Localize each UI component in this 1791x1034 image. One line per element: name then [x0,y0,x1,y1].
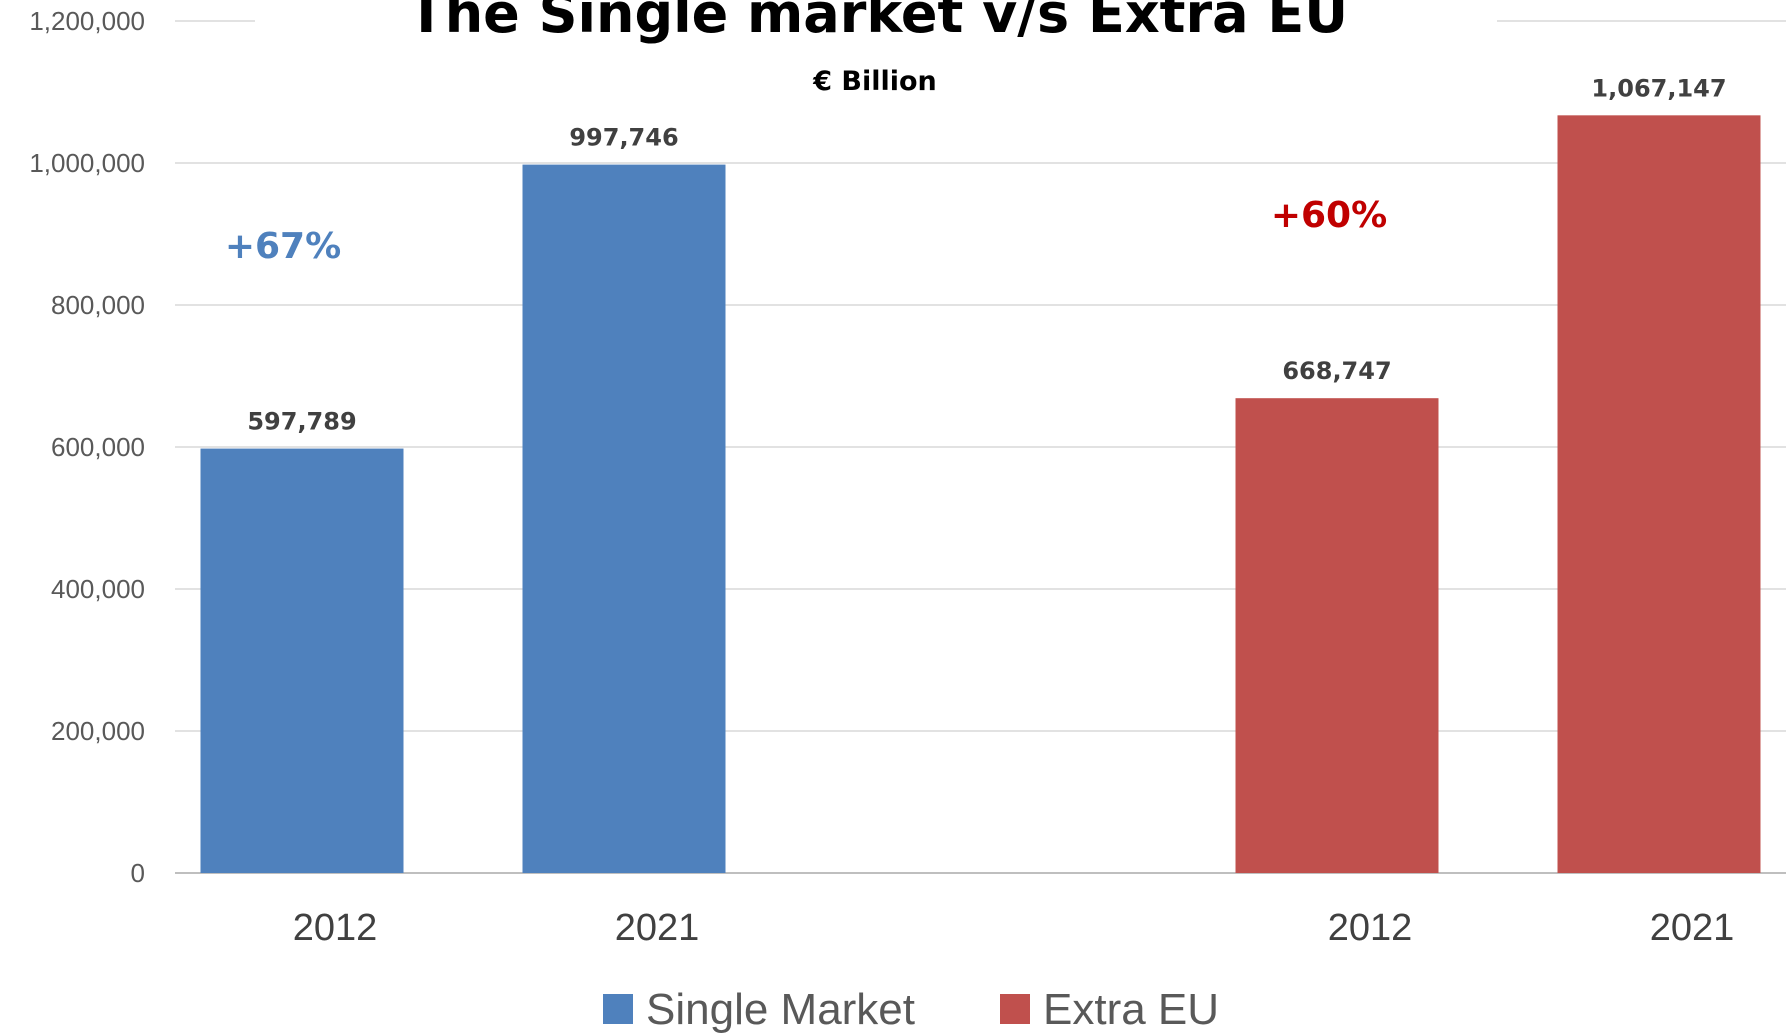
legend-swatch-extra-eu [1000,994,1030,1024]
y-tick-label: 400,000 [51,574,145,604]
data-label: 668,747 [1282,357,1391,385]
bar [1235,398,1439,873]
bar [200,448,404,873]
x-axis-categories: 2012 2021 2012 2021 [293,907,1735,949]
legend-label-extra-eu: Extra EU [1043,985,1219,1034]
y-tick-label: 200,000 [51,716,145,746]
y-tick-label: 1,000,000 [29,148,145,178]
y-axis-ticks: 0 200,000 400,000 600,000 800,000 1,000,000 1,… [29,6,145,888]
data-label: 1,067,147 [1591,74,1726,102]
y-tick-label: 0 [131,858,145,888]
bar [1557,115,1761,874]
x-category-label: 2021 [1650,907,1735,949]
y-tick-label: 1,200,000 [29,6,145,36]
chart-subtitle: € Billion [812,66,937,97]
bars [200,115,1761,874]
y-tick-label: 800,000 [51,290,145,320]
bar [522,164,726,873]
x-category-label: 2012 [1328,907,1413,949]
growth-annotation-single-market: +67% [225,226,341,267]
data-label: 997,746 [569,124,678,152]
y-tick-label: 600,000 [51,432,145,462]
legend-label-single-market: Single Market [646,985,915,1034]
x-category-label: 2012 [293,907,378,949]
legend: Single Market Extra EU [603,985,1219,1034]
legend-swatch-single-market [603,994,633,1024]
data-label: 597,789 [247,408,356,436]
gridlines [175,20,1786,874]
chart-title: The Single market v/s Extra EU [408,0,1348,45]
data-labels: 597,789 997,746 668,747 1,067,147 [247,74,1726,435]
x-category-label: 2021 [615,907,700,949]
growth-annotation-extra-eu: +60% [1271,195,1387,236]
